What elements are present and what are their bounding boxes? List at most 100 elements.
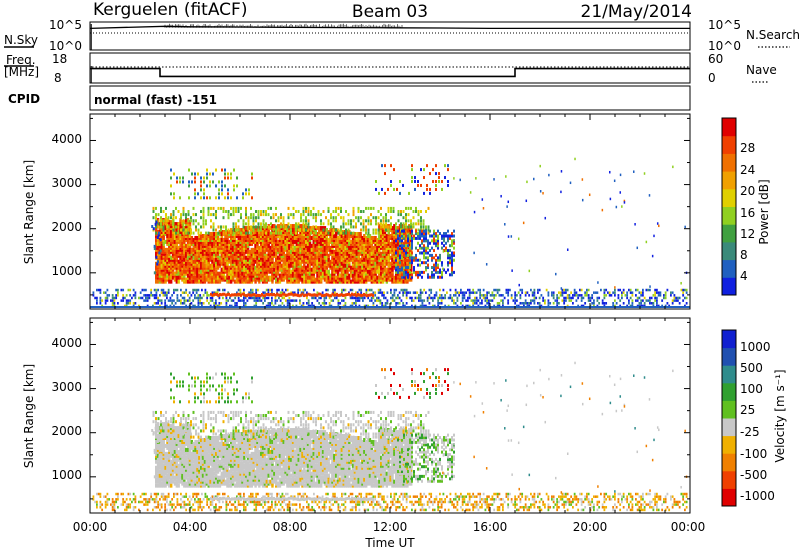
power-pixel [390, 180, 392, 183]
power-pixel [403, 234, 405, 238]
power-pixel [453, 234, 455, 238]
power-pixel [179, 176, 181, 180]
power-pixel [168, 275, 171, 280]
power-pixel [236, 196, 238, 200]
power-pixel [182, 213, 185, 217]
power-pixel [367, 216, 370, 220]
power-pixel [232, 210, 235, 213]
power-pixel [183, 249, 186, 254]
power-pixel [317, 210, 320, 213]
power-pixel [281, 296, 284, 300]
power-pixel [176, 296, 179, 300]
power-pixel [145, 299, 147, 302]
power-pixel [305, 222, 307, 226]
power-pixel [427, 273, 429, 277]
power-pixel [198, 273, 201, 278]
power-pixel [282, 267, 285, 272]
power-pixel [291, 228, 295, 233]
power-pixel [200, 180, 202, 184]
power-pixel [391, 277, 394, 282]
power-pixel [329, 228, 332, 233]
power-pixel [99, 296, 102, 300]
power-pixel [190, 302, 193, 305]
power-pixel [255, 288, 258, 292]
power-pixel [405, 258, 407, 262]
power-pixel [352, 231, 355, 235]
power-pixel [209, 299, 212, 302]
power-pixel [256, 226, 259, 231]
power-pixel [233, 241, 237, 246]
power-pixel [220, 228, 222, 232]
power-pixel [200, 196, 202, 200]
power-pixel [267, 304, 270, 308]
power-pixel [205, 247, 209, 252]
power-pixel [295, 267, 299, 272]
power-pixel [244, 302, 247, 305]
power-pixel [192, 279, 195, 284]
power-pixel [236, 184, 238, 188]
power-pixel [300, 304, 303, 308]
power-pixel [160, 291, 163, 294]
power-pixel [402, 302, 405, 305]
power-pixel [331, 228, 334, 233]
power-pixel [390, 210, 392, 213]
power-pixel [427, 231, 430, 235]
power-pixel [241, 299, 244, 302]
power-pixel [348, 230, 351, 235]
power-pixel [495, 288, 497, 292]
power-pixel [173, 222, 177, 227]
power-pixel [445, 241, 447, 245]
power-pixel [382, 225, 385, 229]
power-pixel [502, 304, 504, 308]
power-pixel [301, 235, 304, 240]
power-pixel [278, 288, 280, 292]
power-pixel [407, 225, 410, 229]
power-pixel [477, 299, 480, 302]
power-pixel [240, 216, 242, 220]
power-pixel [439, 256, 441, 260]
power-pixel [117, 302, 119, 305]
power-pixel [408, 191, 410, 195]
power-pixel [245, 192, 247, 196]
power-pixel [401, 266, 403, 270]
power-pixel [419, 270, 421, 274]
date-title: 21/May/2014 [581, 2, 693, 22]
power-pixel [199, 296, 202, 300]
power-pixel [97, 288, 100, 292]
power-pixel [267, 225, 270, 229]
power-pixel [284, 235, 287, 240]
power-pixel [342, 259, 345, 264]
power-pixel [325, 302, 328, 305]
power-pixel [215, 216, 217, 220]
power-pixel [316, 241, 319, 246]
power-pixel [350, 265, 353, 270]
power-pixel [227, 216, 230, 220]
power-pixel [422, 222, 425, 226]
power-pixel [316, 273, 319, 278]
power-pixel [293, 273, 297, 278]
power-pixel [295, 222, 297, 226]
power-pixel [232, 231, 235, 235]
power-pixel [372, 231, 375, 235]
power-pixel [405, 246, 407, 250]
power-pixel [277, 228, 280, 232]
power-pixel [203, 259, 207, 264]
power-pixel [362, 225, 365, 229]
power-pixel [186, 243, 190, 248]
power-pixel [255, 299, 258, 302]
power-pixel [419, 232, 421, 236]
power-pixel [200, 231, 202, 235]
power-pixel [355, 291, 357, 294]
power-pixel [312, 216, 315, 220]
power-pixel [306, 291, 308, 294]
power-pixel [367, 219, 370, 223]
power-pixel [346, 259, 349, 264]
power-pixel [404, 304, 406, 308]
power-pixel [316, 232, 319, 236]
power-pixel [437, 270, 439, 274]
power-pixel [271, 269, 274, 274]
power-pixel [339, 302, 342, 305]
power-pixel [278, 228, 282, 233]
power-pixel [402, 225, 405, 229]
power-pixel [216, 235, 220, 240]
